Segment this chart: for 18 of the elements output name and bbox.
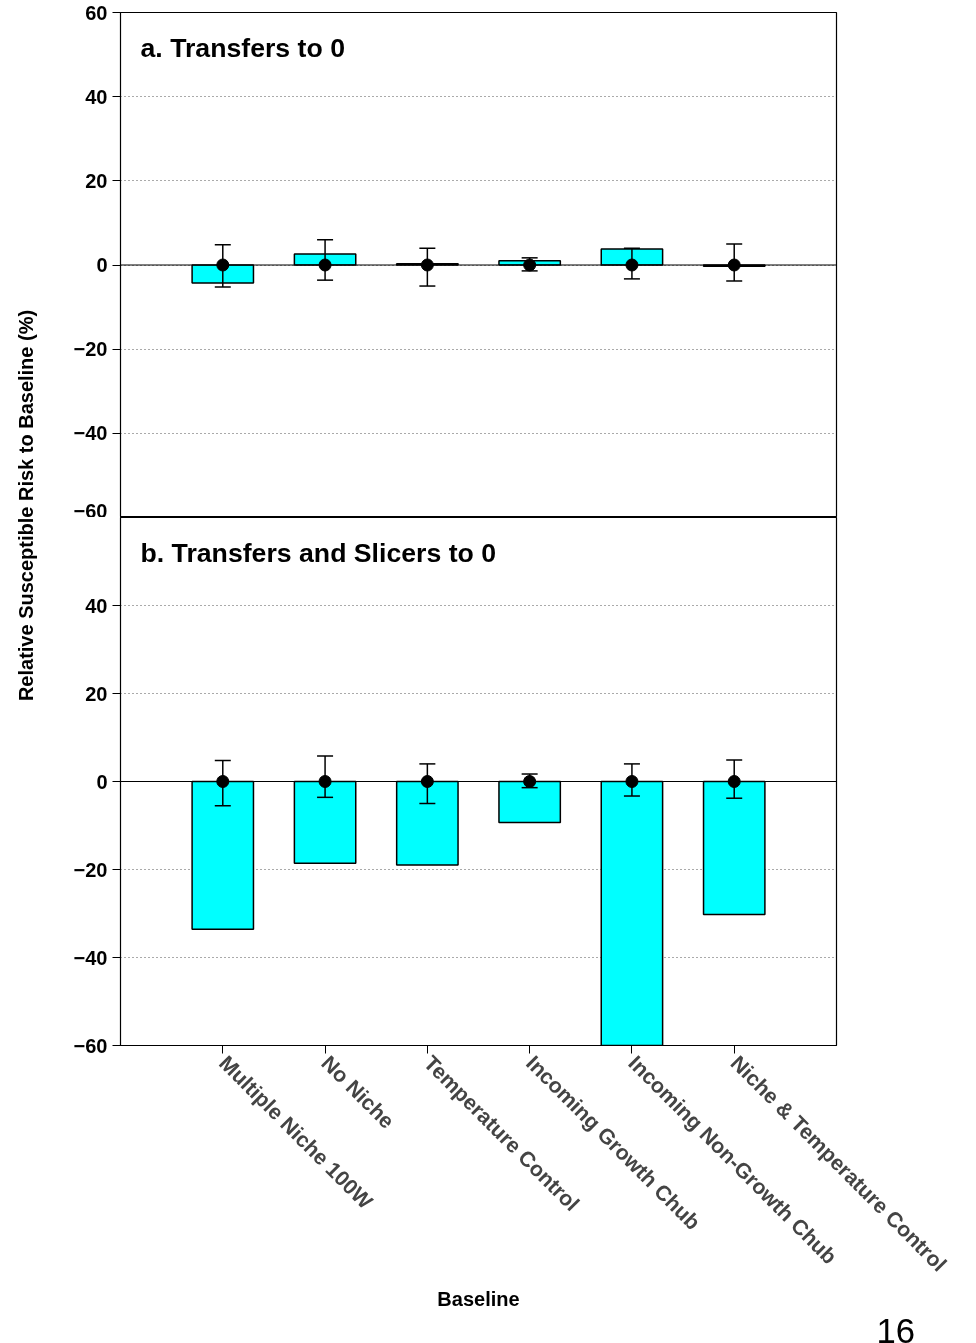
- y-tick-label: 20: [85, 169, 108, 192]
- y-tick-label: 60: [85, 1, 108, 24]
- y-tick-label: −20: [73, 858, 108, 881]
- text: 16: [876, 1312, 915, 1343]
- text: b. Transfers and Slicers to 0: [140, 537, 497, 568]
- y-tick-label: −60: [73, 499, 108, 522]
- y-tick-label: 40: [85, 594, 108, 617]
- y-tick-label: −60: [73, 1034, 108, 1057]
- y-tick-label: 0: [96, 254, 108, 276]
- y-tick-label: −20: [73, 338, 108, 361]
- y-tick-label: −40: [73, 946, 108, 969]
- y-tick-label: 0: [96, 770, 108, 793]
- y-tick-label: 20: [85, 682, 108, 705]
- text: a. Transfers to 0: [140, 32, 345, 63]
- y-tick-label: 40: [85, 85, 108, 108]
- y-tick-label: −40: [73, 422, 108, 445]
- x-axis-title: Baseline: [437, 1287, 520, 1310]
- y-axis-title: Relative Susceptible Risk to Baseline (%): [14, 309, 37, 702]
